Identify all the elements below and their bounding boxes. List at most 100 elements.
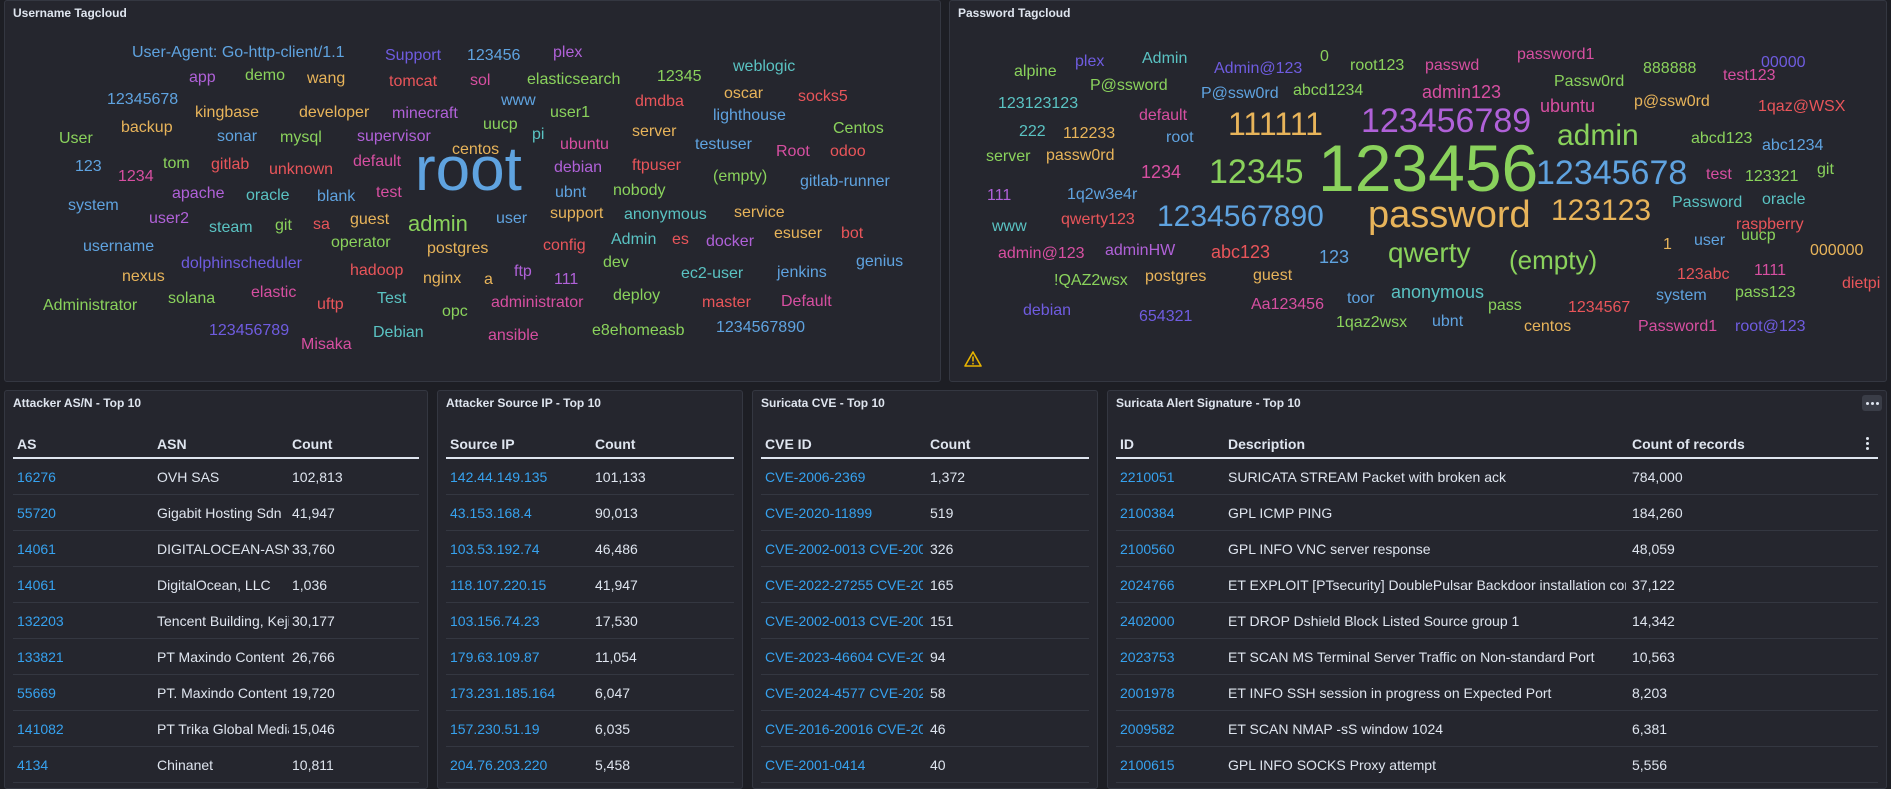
tag-word[interactable]: anonymous <box>624 206 707 223</box>
tag-word[interactable]: tomcat <box>389 73 438 90</box>
table-cell-link[interactable]: CVE-2022-27255 CVE-2022-27255 <box>765 577 923 593</box>
tag-word[interactable]: (empty) <box>1509 245 1598 275</box>
tag-word[interactable]: administrator <box>491 294 584 311</box>
tag-word[interactable]: opc <box>442 303 468 320</box>
tag-word[interactable]: a <box>484 271 493 288</box>
tag-word[interactable]: uftp <box>317 296 344 313</box>
tag-word[interactable]: 1111 <box>1754 262 1787 279</box>
tag-word[interactable]: oracle <box>1762 191 1806 208</box>
column-header[interactable]: Count <box>595 436 636 452</box>
tag-word[interactable]: 123456789 <box>1361 102 1532 140</box>
tag-word[interactable]: support <box>550 205 604 222</box>
tag-word[interactable]: developer <box>299 104 370 121</box>
tag-word[interactable]: (empty) <box>713 168 768 185</box>
tag-word[interactable]: pi <box>532 126 545 143</box>
tag-word[interactable]: ftp <box>514 263 532 280</box>
tag-word[interactable]: 000000 <box>1810 242 1864 259</box>
tag-word[interactable]: 111111 <box>1228 106 1323 142</box>
tag-word[interactable]: steam <box>209 219 253 236</box>
column-header[interactable]: Count of records <box>1632 436 1745 452</box>
tag-word[interactable]: 123321 <box>1745 168 1799 185</box>
tag-word[interactable]: root <box>415 135 522 204</box>
tag-word[interactable]: user1 <box>550 104 591 121</box>
table-cell-link[interactable]: 141082 <box>17 721 64 737</box>
tag-word[interactable]: debian <box>554 159 603 176</box>
table-cell-link[interactable]: 55669 <box>17 685 56 701</box>
tag-word[interactable]: app <box>189 69 216 86</box>
tag-word[interactable]: 0 <box>1320 48 1329 65</box>
tag-word[interactable]: guest <box>1253 267 1293 284</box>
warning-icon[interactable] <box>964 351 982 367</box>
tag-word[interactable]: user2 <box>149 210 190 227</box>
tag-word[interactable]: 123456 <box>1318 131 1539 205</box>
column-header[interactable]: AS <box>17 436 37 452</box>
tag-word[interactable]: oscar <box>724 85 764 102</box>
table-cell-link[interactable]: 2001978 <box>1120 685 1175 701</box>
tag-word[interactable]: ec2-user <box>681 265 744 282</box>
tag-word[interactable]: service <box>734 204 785 221</box>
tag-word[interactable]: 1qaz2wsx <box>1336 314 1408 331</box>
table-cell-link[interactable]: 132203 <box>17 613 64 629</box>
tag-word[interactable]: qwerty123 <box>1061 211 1135 228</box>
tag-word[interactable]: esuser <box>774 225 823 242</box>
tag-word[interactable]: blank <box>317 188 356 205</box>
table-cell-link[interactable]: 43.153.168.4 <box>450 505 532 521</box>
tag-word[interactable]: 123abc <box>1677 266 1730 283</box>
table-cell-link[interactable]: 14061 <box>17 541 56 557</box>
tag-word[interactable]: system <box>68 197 119 214</box>
tag-word[interactable]: 1234567890 <box>1157 200 1324 233</box>
tag-word[interactable]: Admin@123 <box>1214 60 1303 77</box>
table-cell-link[interactable]: 2100384 <box>1120 505 1175 521</box>
tag-word[interactable]: git <box>275 217 292 234</box>
tag-word[interactable]: Password1 <box>1638 318 1718 335</box>
tag-word[interactable]: postgres <box>1145 268 1207 285</box>
table-cell-link[interactable]: 2009582 <box>1120 721 1175 737</box>
tag-word[interactable]: gitlab <box>211 156 250 173</box>
tag-word[interactable]: operator <box>331 234 391 251</box>
tag-word[interactable]: 1 <box>1663 236 1672 253</box>
column-header[interactable]: ID <box>1120 436 1134 452</box>
table-cell-link[interactable]: 133821 <box>17 649 64 665</box>
tag-word[interactable]: 12345 <box>1209 153 1304 191</box>
tag-word[interactable]: default <box>353 153 402 170</box>
table-cell-link[interactable]: 204.76.203.220 <box>450 757 548 773</box>
tag-word[interactable]: 1qaz@WSX <box>1758 98 1846 115</box>
table-cell-link[interactable]: 2402000 <box>1120 613 1175 629</box>
tag-word[interactable]: ubuntu <box>560 136 609 153</box>
column-options-icon[interactable] <box>1862 435 1872 453</box>
table-cell-link[interactable]: 2100560 <box>1120 541 1175 557</box>
tag-word[interactable]: test <box>1706 166 1732 183</box>
tag-word[interactable]: passw0rd <box>1046 147 1115 164</box>
tag-word[interactable]: password <box>1368 194 1531 236</box>
tag-word[interactable]: root123 <box>1350 57 1405 74</box>
column-header[interactable]: Count <box>930 436 971 452</box>
tag-word[interactable]: backup <box>121 119 173 136</box>
table-cell-link[interactable]: 2210051 <box>1120 469 1175 485</box>
tag-word[interactable]: 1234 <box>118 168 154 185</box>
tag-word[interactable]: config <box>543 237 586 254</box>
tag-word[interactable]: 12345678 <box>1536 154 1688 192</box>
tag-word[interactable]: tom <box>163 155 190 172</box>
tag-word[interactable]: pass123 <box>1735 284 1796 301</box>
table-cell-link[interactable]: 14061 <box>17 577 56 593</box>
tag-word[interactable]: 1234567 <box>1568 299 1631 316</box>
tag-word[interactable]: Centos <box>833 120 884 137</box>
tag-word[interactable]: Administrator <box>43 297 138 314</box>
table-cell-link[interactable]: CVE-2002-0013 CVE-2002-0012 <box>765 541 923 557</box>
tag-word[interactable]: hadoop <box>350 262 404 279</box>
tag-word[interactable]: 111 <box>554 271 579 288</box>
tag-word[interactable]: centos <box>452 141 500 158</box>
tag-word[interactable]: raspberry <box>1736 216 1804 233</box>
table-cell-link[interactable]: 179.63.109.87 <box>450 649 540 665</box>
tag-word[interactable]: postgres <box>427 240 489 257</box>
tag-word[interactable]: minecraft <box>392 105 458 122</box>
table-cell-link[interactable]: 55720 <box>17 505 56 521</box>
tag-word[interactable]: 12345678 <box>107 91 179 108</box>
tag-word[interactable]: pass <box>1488 297 1522 314</box>
tag-word[interactable]: passwd <box>1425 57 1480 74</box>
tag-word[interactable]: root <box>1166 129 1194 146</box>
tag-word[interactable]: plex <box>553 44 583 61</box>
tag-word[interactable]: 123 <box>1319 247 1350 267</box>
tag-word[interactable]: es <box>672 231 689 248</box>
table-cell-link[interactable]: CVE-2024-4577 CVE-2024-4577 <box>765 685 923 701</box>
